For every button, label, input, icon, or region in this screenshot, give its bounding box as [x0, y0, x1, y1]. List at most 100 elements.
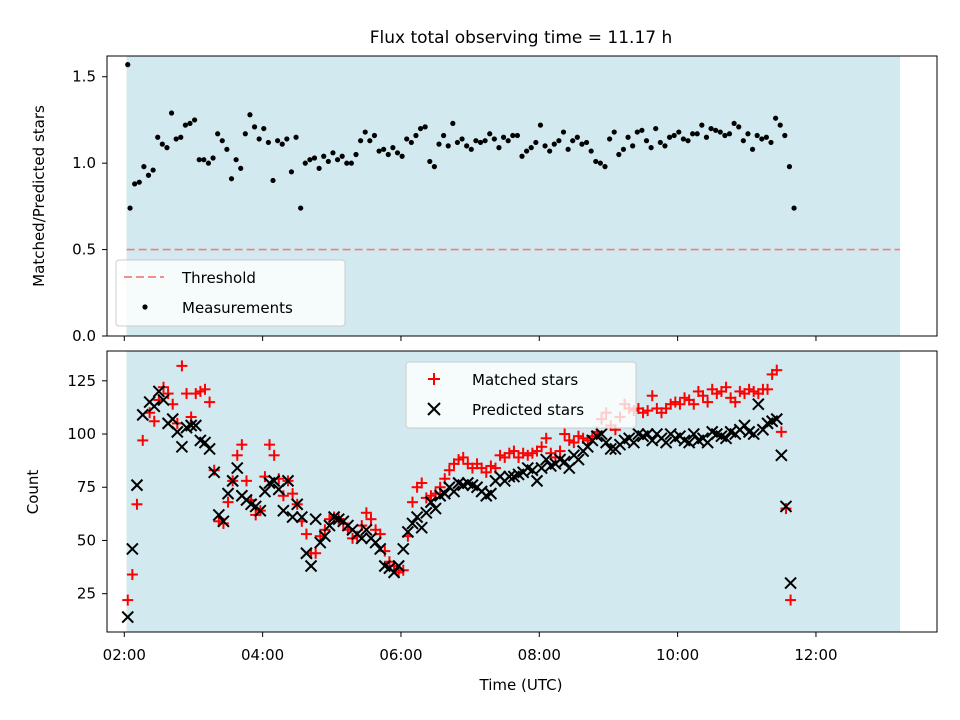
ratio-x-ticks	[123, 336, 817, 341]
predicted-star-point	[535, 461, 548, 475]
measurement-point	[648, 145, 654, 151]
predicted-star-point	[659, 436, 673, 449]
predicted-star-point	[752, 398, 765, 411]
predicted-star-point	[719, 432, 733, 445]
matched-star-point	[480, 466, 492, 478]
measurement-point	[754, 132, 760, 139]
predicted-star-point	[374, 542, 387, 556]
measurement-point	[639, 127, 645, 133]
measurement-point	[413, 132, 419, 139]
measurement-point	[500, 134, 507, 140]
matched-star-point	[231, 449, 243, 461]
predicted-star-point	[286, 510, 299, 524]
measurement-point	[219, 138, 225, 144]
matched-star-point	[268, 449, 280, 461]
predicted-star-point	[208, 466, 221, 479]
measurement-point	[717, 129, 723, 135]
predicted-star-point	[530, 474, 544, 488]
measurement-point	[394, 150, 401, 156]
measurement-point	[533, 139, 539, 146]
measurement-point	[422, 124, 428, 130]
predicted-star-point	[267, 474, 281, 488]
predicted-star-point	[775, 449, 788, 462]
predicted-star-point	[784, 576, 797, 590]
count-y-ticks: 25 50 75 100 125	[67, 372, 107, 603]
predicted-star-point	[203, 442, 216, 456]
matched-star-point	[300, 528, 312, 540]
measurement-point	[427, 158, 433, 165]
measurement-point	[201, 157, 207, 163]
predicted-star-point	[281, 474, 295, 488]
matched-star-point	[434, 481, 446, 493]
predicted-star-point	[397, 542, 410, 556]
measurement-point	[786, 164, 793, 170]
measurement-point	[514, 132, 520, 139]
matched-star-point	[559, 428, 571, 440]
count-y-tick-label: 50	[77, 531, 96, 549]
measurement-point	[187, 120, 193, 127]
matched-star-point	[775, 426, 787, 438]
measurement-point	[745, 131, 751, 137]
ratio-plot-frame	[106, 55, 938, 337]
predicted-star-point	[355, 532, 368, 545]
matched-star-point	[264, 439, 276, 451]
measurement-point	[653, 125, 659, 132]
count-x-tick-label: 10:00	[656, 646, 699, 664]
measurement-point	[344, 160, 350, 166]
measurement-point	[690, 131, 696, 137]
matched-star-point	[181, 388, 193, 400]
ratio-legend: Threshold Measurements	[115, 259, 346, 327]
matched-star-point	[646, 390, 658, 402]
measurement-point	[210, 155, 216, 161]
matched-star-point	[702, 396, 714, 408]
measurement-point	[662, 143, 668, 149]
predicted-star-point	[309, 512, 322, 526]
measurement-point	[307, 157, 313, 163]
predicted-star-point	[424, 495, 438, 509]
measurement-point	[491, 136, 497, 142]
matched-star-point	[762, 383, 774, 395]
matched-star-point	[365, 513, 377, 525]
measurement-point	[330, 150, 336, 156]
predicted-star-point	[595, 427, 608, 441]
measurement-point	[168, 110, 175, 116]
predicted-star-point	[770, 412, 783, 426]
predicted-star-point	[779, 500, 793, 513]
measurement-point	[399, 153, 405, 159]
measurement-point	[275, 138, 281, 144]
measurement-point	[385, 151, 391, 158]
measurement-point	[477, 139, 484, 146]
measurement-point	[431, 164, 437, 170]
predicted-star-point	[401, 525, 415, 539]
predicted-stars-points	[121, 385, 797, 624]
measurement-point	[657, 139, 663, 146]
x-axis-label: Time (UTC)	[479, 676, 563, 694]
predicted-star-point	[503, 470, 516, 483]
matched-star-point	[162, 388, 174, 400]
predicted-star-point	[747, 427, 760, 441]
measurement-point	[261, 125, 267, 132]
predicted-star-point	[369, 536, 382, 549]
measurement-point	[791, 205, 797, 211]
legend-predicted-label: Predicted stars	[472, 401, 584, 419]
measurement-point	[436, 141, 442, 147]
predicted-star-point	[175, 440, 189, 454]
matched-star-point	[199, 383, 211, 395]
measurement-point	[666, 134, 673, 140]
measurement-point	[524, 148, 530, 154]
predicted-star-point	[126, 542, 139, 556]
predicted-star-point	[171, 425, 184, 439]
matched-star-point	[554, 445, 566, 457]
ratio-legend-box	[115, 259, 346, 327]
predicted-star-point	[291, 498, 304, 511]
measurement-point	[542, 143, 548, 149]
measurement-point	[625, 134, 631, 140]
matched-star-point	[310, 547, 322, 559]
legend-matched-label: Matched stars	[472, 371, 578, 389]
count-legend-box	[405, 361, 637, 429]
measurement-point	[417, 125, 424, 132]
count-y-tick-label: 75	[77, 478, 96, 496]
predicted-star-point	[687, 427, 700, 441]
predicted-star-point	[121, 610, 134, 624]
